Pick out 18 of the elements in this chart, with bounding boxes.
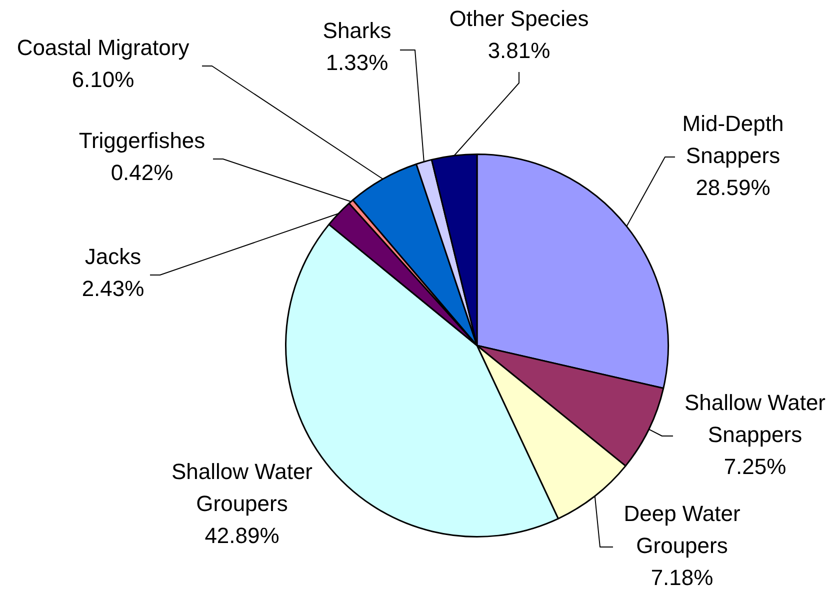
slice-label: Mid-Depth Snappers bbox=[682, 111, 784, 168]
slice-label: Shallow Water Snappers bbox=[684, 390, 826, 448]
data-label: 6.10% bbox=[72, 67, 134, 92]
data-label: 0.42% bbox=[110, 160, 174, 186]
data-label: 7.25% bbox=[724, 454, 786, 480]
data-label: 28.59% bbox=[696, 175, 770, 200]
slice-label: Other Species bbox=[449, 6, 589, 32]
data-label: 2.43% bbox=[82, 276, 144, 302]
data-label: 42.89% bbox=[204, 523, 280, 548]
slice-label: Shallow Water Groupers bbox=[171, 459, 313, 516]
slice-label: Deep Water Groupers bbox=[624, 501, 740, 558]
slice-label: Jacks bbox=[84, 244, 142, 270]
slice-label: Coastal Migratory bbox=[16, 35, 190, 60]
data-label: 7.18% bbox=[650, 565, 714, 590]
slice-label: Sharks bbox=[322, 18, 392, 44]
data-label: 1.33% bbox=[326, 50, 388, 76]
slice-label: Triggerfishes bbox=[78, 128, 206, 154]
data-label: 3.81% bbox=[488, 38, 550, 64]
